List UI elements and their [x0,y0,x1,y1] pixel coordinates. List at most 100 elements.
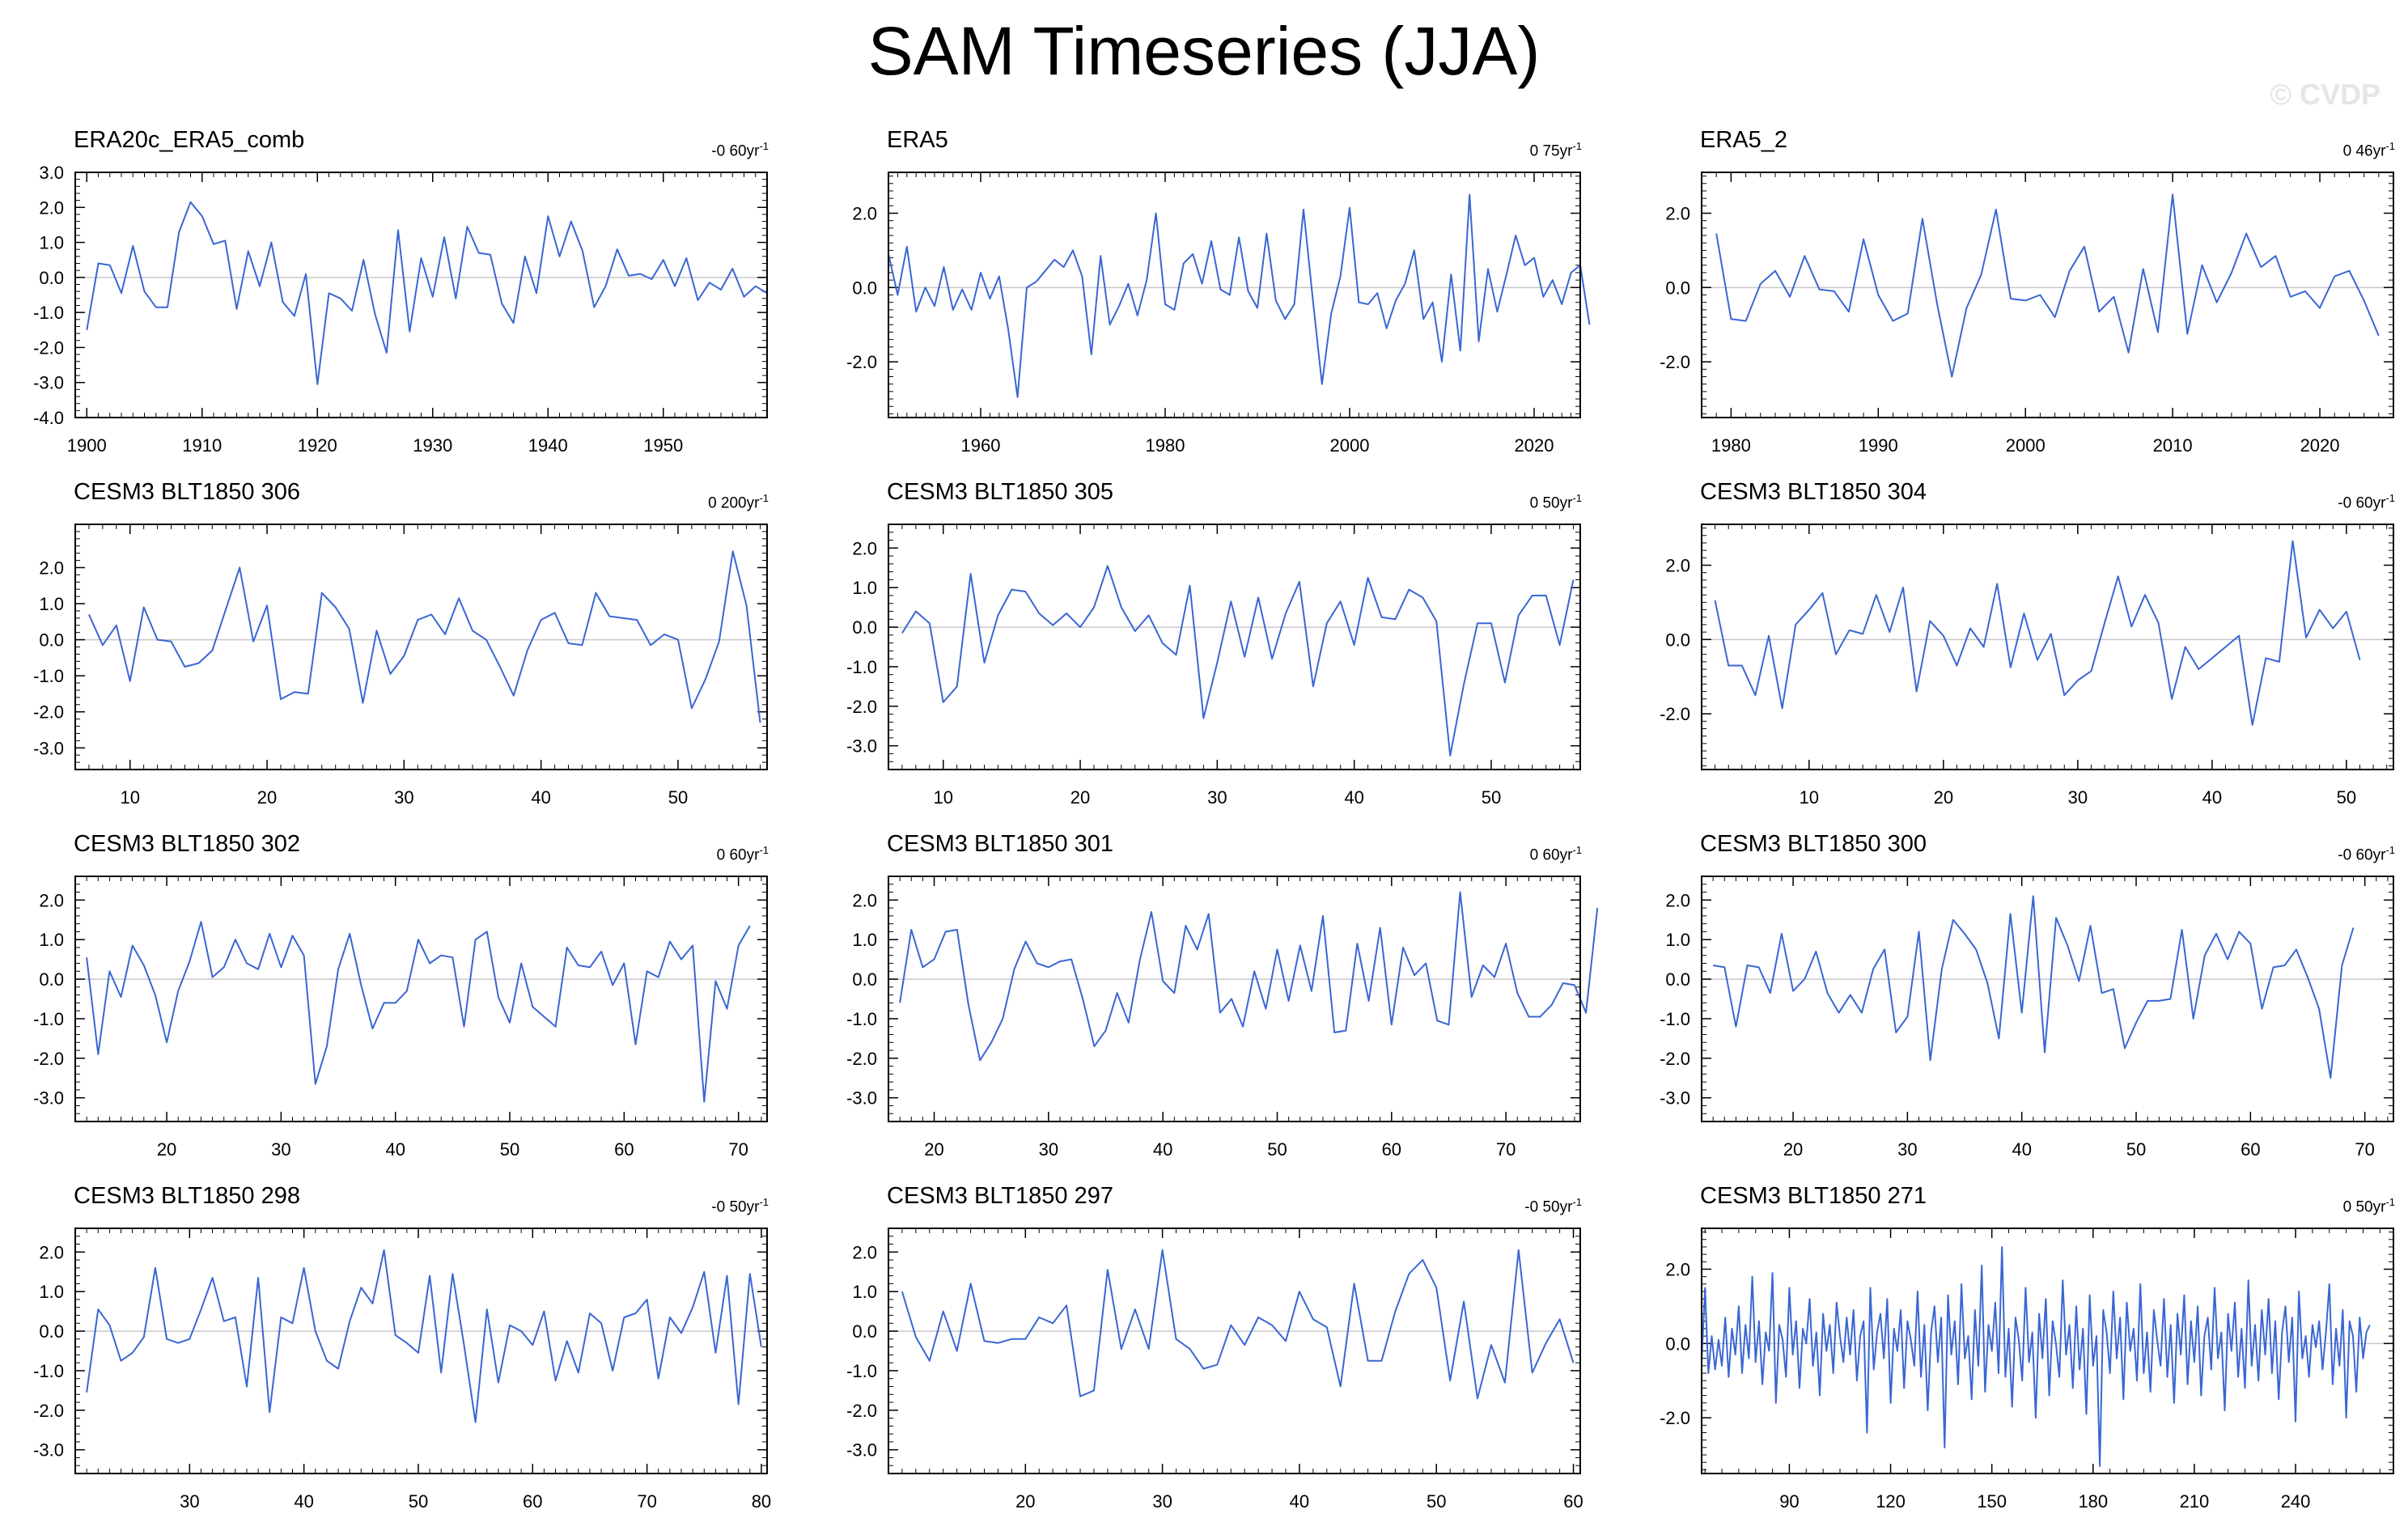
x-tick-label: 20 [1934,787,1953,808]
trend-value: 0 60yr [716,846,760,864]
y-tick-label: 2.0 [39,197,64,218]
x-tick-label: 20 [1070,787,1090,808]
panel-title: ERA20c_ERA5_comb [74,127,305,153]
x-tick-label: 90 [1779,1491,1799,1512]
trend-value: 0 50yr [1529,494,1573,512]
trend-value: -0 60yr [2338,494,2386,512]
x-tick-label: 210 [2180,1491,2210,1512]
trend-unit-exponent: -1 [2385,1196,2395,1208]
trend-unit-exponent: -1 [1572,1196,1582,1208]
series-line [1715,193,2380,378]
y-tick-label: 1.0 [39,233,64,253]
y-tick-label: 1.0 [39,594,64,614]
trend-label: -0 60yr-1 [711,140,769,160]
timeseries-plot: 2.0 1.0 0.0 -1.0 -2.0 -3.0 20 30 40 50 60 [846,1228,1583,1512]
x-tick-label: 50 [500,1139,519,1160]
x-tick-label: 2010 [2153,435,2193,456]
x-tick-label: 1940 [528,435,568,456]
trend-value: -0 60yr [2338,846,2386,864]
trend-unit-exponent: -1 [759,140,769,152]
series-line [86,921,751,1103]
panel-title: CESM3 BLT1850 305 [887,479,1113,505]
x-tick-label: 60 [1382,1139,1401,1160]
trend-unit-exponent: -1 [2385,492,2395,504]
y-tick-label: -2.0 [1660,352,1690,372]
trend-unit-exponent: -1 [1572,140,1582,152]
trend-unit-exponent: -1 [1572,844,1582,856]
x-tick-label: 40 [1290,1491,1309,1512]
x-tick-label: 70 [1496,1139,1516,1160]
trend-label: 0 75yr-1 [1530,140,1582,160]
x-tick-label: 180 [2078,1491,2108,1512]
plot-frame [74,172,768,418]
timeseries-plot: 2.0 0.0 -2.0 1980 1990 2000 2010 2020 [1660,172,2394,456]
y-tick-label: 1.0 [852,1282,877,1302]
panel-title: ERA5 [887,127,948,153]
trend-value: -0 60yr [711,142,760,160]
timeseries-plot: 2.0 1.0 0.0 -1.0 -2.0 -3.0 10 20 30 40 50 [33,524,768,808]
x-tick-label: 1950 [643,435,683,456]
plot-frame [1701,172,2394,418]
trend-value: 0 75yr [1529,142,1573,160]
x-tick-label: 2020 [1515,435,1554,456]
y-tick-label: -1.0 [846,657,877,677]
timeseries-plot: 2.0 1.0 0.0 -1.0 -2.0 -3.0 20 30 40 50 60 70 [33,876,768,1160]
y-tick-label: 0.0 [852,278,877,298]
y-tick-label: -2.0 [1660,1408,1690,1428]
x-tick-label: 30 [2068,787,2088,808]
y-tick-label: 2.0 [1665,890,1690,910]
y-tick-label: -2.0 [1660,1049,1690,1069]
y-tick-label: 0.0 [1665,1334,1690,1354]
x-tick-label: 1900 [67,435,107,456]
trend-label: -0 50yr-1 [1524,1196,1582,1216]
trend-label: 0 46yr-1 [2343,140,2395,160]
x-tick-label: 50 [1427,1491,1446,1512]
x-tick-label: 10 [1800,787,1819,808]
x-tick-label: 60 [2241,1139,2260,1160]
x-tick-label: 30 [1207,787,1227,808]
panel-title: CESM3 BLT1850 306 [74,479,300,505]
plot-frame [74,1228,768,1474]
panel-title: CESM3 BLT1850 304 [1700,479,1927,505]
y-tick-label: 0.0 [852,1321,877,1342]
y-tick-label: 0.0 [852,617,877,638]
y-tick-label: -3.0 [33,373,64,393]
x-tick-label: 1930 [413,435,452,456]
plot-frame [1701,524,2394,770]
timeseries-plot: 2.0 0.0 -2.0 10 20 30 40 50 [1660,524,2394,808]
x-tick-label: 150 [1977,1491,2007,1512]
panel-title: CESM3 BLT1850 297 [887,1183,1113,1209]
x-tick-label: 50 [1267,1139,1287,1160]
timeseries-plot: 2.0 0.0 -2.0 1960 1980 2000 2020 [846,172,1591,456]
y-tick-label: 2.0 [852,204,877,224]
x-tick-label: 20 [1783,1139,1803,1160]
trend-label: 0 50yr-1 [1530,492,1582,512]
series-line [1701,1246,2371,1467]
series-line [86,1249,762,1423]
trend-value: 0 60yr [1529,846,1573,864]
x-tick-label: 60 [1563,1491,1583,1512]
y-tick-label: 0.0 [39,1321,64,1342]
y-tick-label: 1.0 [1665,930,1690,950]
series-line [1712,895,2355,1079]
x-tick-label: 2000 [2006,435,2046,456]
y-tick-label: 2.0 [1665,1260,1690,1280]
y-tick-label: -1.0 [33,1361,64,1381]
y-tick-label: 0.0 [1665,969,1690,990]
page-title: SAM Timeseries (JJA) [867,13,1541,89]
trend-unit-exponent: -1 [759,492,769,504]
x-tick-label: 20 [1015,1491,1035,1512]
series-line [86,201,768,385]
plot-frame [74,876,768,1122]
trend-unit-exponent: -1 [759,844,769,856]
watermark: © CVDP [2270,78,2380,111]
y-tick-label: -3.0 [846,1088,877,1109]
plot-frame [888,1228,1581,1474]
x-tick-label: 50 [2337,787,2356,808]
y-tick-label: 2.0 [1665,556,1690,576]
timeseries-plot: 2.0 1.0 0.0 -1.0 -2.0 -3.0 20 30 40 50 60 70 [846,876,1599,1160]
y-tick-label: 2.0 [39,890,64,910]
plot-frame [888,172,1581,418]
y-tick-label: 2.0 [852,890,877,910]
y-tick-label: 2.0 [852,1242,877,1262]
